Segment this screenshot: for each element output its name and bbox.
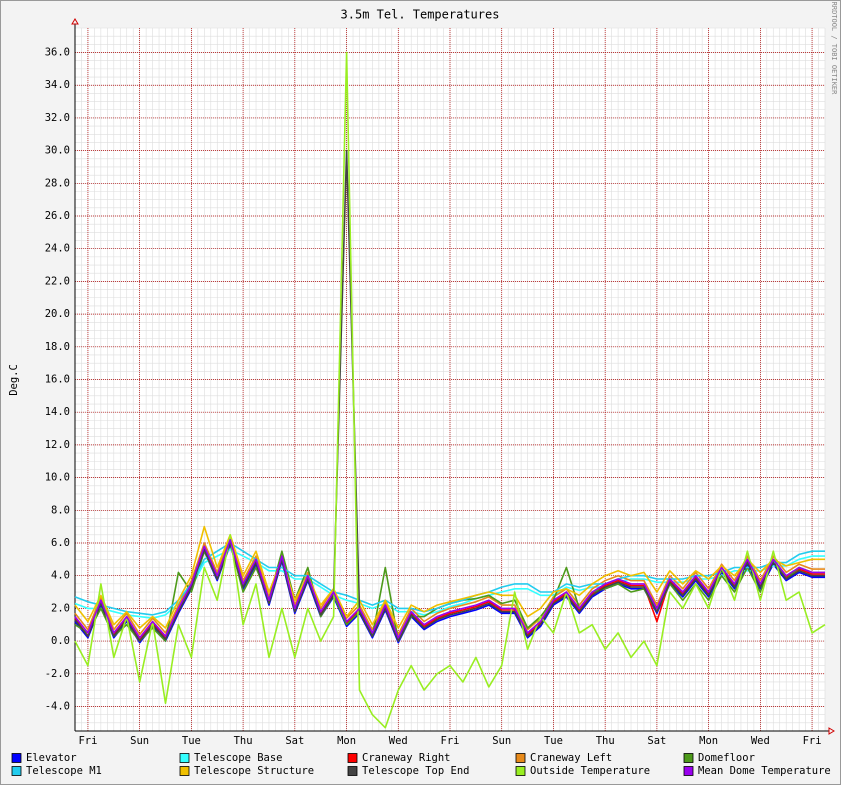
legend-label: Outside Temperature (530, 765, 650, 777)
legend-label: Craneway Left (530, 752, 612, 764)
legend-swatch (179, 766, 190, 776)
y-tick-label: 12.0 (45, 439, 70, 451)
legend-label: Craneway Right (362, 752, 451, 764)
legend-swatch (515, 753, 526, 763)
y-tick-label: 6.0 (51, 537, 70, 549)
series-line (74, 149, 825, 642)
y-tick-label: 8.0 (51, 504, 70, 516)
y-tick-label: 26.0 (45, 210, 70, 222)
y-tick-label: 22.0 (45, 275, 70, 287)
legend-swatch (683, 766, 694, 776)
chart-title: 3.5m Tel. Temperatures (341, 8, 500, 22)
legend-label: Telescope M1 (26, 765, 102, 777)
x-tick-label: Sat (285, 735, 304, 747)
legend-swatch (683, 753, 694, 763)
y-tick-label: 24.0 (45, 243, 70, 255)
y-tick-label: 10.0 (45, 472, 70, 484)
y-tick-label: 30.0 (45, 145, 70, 157)
series-line (74, 535, 825, 636)
y-axis-label: Deg.C (8, 364, 20, 396)
legend-label: Telescope Base (194, 752, 283, 764)
x-tick-label: Sun (130, 735, 149, 747)
legend-label: Elevator (26, 752, 77, 764)
axis-arrow (828, 727, 835, 735)
x-tick-label: Fri (441, 735, 460, 747)
watermark: RRDTOOL / TOBI OETIKER (830, 2, 838, 96)
y-tick-label: 2.0 (51, 602, 70, 614)
legend-label: Telescope Top End (362, 765, 469, 777)
legend-swatch (11, 753, 22, 763)
x-tick-label: Tue (182, 735, 201, 747)
legend-swatch (347, 766, 358, 776)
legend-swatch (11, 766, 22, 776)
series-line (74, 538, 825, 639)
y-tick-label: -2.0 (45, 668, 70, 680)
y-tick-label: 4.0 (51, 570, 70, 582)
legend-label: Mean Dome Temperature (698, 765, 831, 777)
x-tick-label: Wed (751, 735, 770, 747)
y-tick-label: 36.0 (45, 47, 70, 59)
y-tick-label: 34.0 (45, 79, 70, 91)
legend-swatch (179, 753, 190, 763)
x-tick-label: Wed (389, 735, 408, 747)
legend-label: Domefloor (698, 752, 755, 764)
legend-swatch (515, 766, 526, 776)
y-tick-label: 16.0 (45, 374, 70, 386)
y-tick-label: 32.0 (45, 112, 70, 124)
y-tick-label: 0.0 (51, 635, 70, 647)
x-tick-label: Fri (78, 735, 97, 747)
y-tick-label: 28.0 (45, 177, 70, 189)
x-tick-label: Tue (544, 735, 563, 747)
x-tick-label: Fri (803, 735, 822, 747)
axis-arrow (71, 18, 79, 25)
y-tick-label: 18.0 (45, 341, 70, 353)
x-tick-label: Thu (234, 735, 253, 747)
legend-label: Telescope Structure (194, 765, 314, 777)
y-tick-label: 20.0 (45, 308, 70, 320)
legend-swatch (347, 753, 358, 763)
x-tick-label: Mon (699, 735, 718, 747)
series-line (74, 542, 825, 616)
series-line (74, 525, 825, 629)
x-tick-label: Sun (492, 735, 511, 747)
y-tick-label: 14.0 (45, 406, 70, 418)
series-line (74, 51, 826, 729)
x-tick-label: Thu (596, 735, 615, 747)
y-tick-label: -4.0 (45, 700, 70, 712)
x-tick-label: Mon (337, 735, 356, 747)
x-tick-label: Sat (647, 735, 666, 747)
